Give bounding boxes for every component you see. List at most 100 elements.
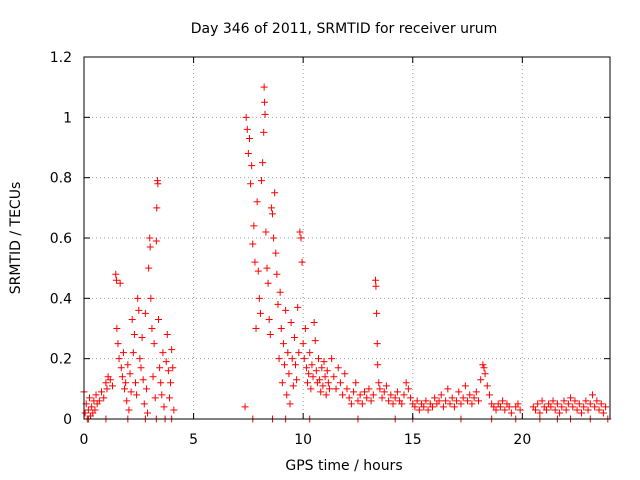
data-point (575, 400, 583, 408)
data-point (385, 397, 393, 405)
data-point (136, 355, 144, 363)
data-point (328, 355, 336, 363)
data-point (422, 397, 430, 405)
data-point (319, 382, 327, 390)
data-point (153, 204, 161, 212)
data-point (534, 400, 542, 408)
data-point (146, 234, 154, 242)
data-point (444, 385, 452, 393)
y-tick-label: 1 (63, 110, 72, 126)
data-point (374, 361, 382, 369)
data-point (245, 134, 253, 142)
data-point (378, 394, 386, 402)
data-point (85, 394, 93, 402)
data-point (389, 400, 397, 408)
data-point (492, 406, 500, 414)
data-point (602, 403, 610, 411)
x-tick-label: 10 (294, 432, 312, 448)
data-point (350, 388, 358, 396)
data-point (363, 394, 371, 402)
y-tick-label: 1.2 (50, 50, 72, 66)
data-point (588, 391, 596, 399)
data-point (472, 388, 480, 396)
data-point (302, 364, 310, 372)
data-point (115, 355, 123, 363)
data-point (468, 400, 476, 408)
data-point (121, 385, 129, 393)
data-point (133, 391, 141, 399)
data-point (164, 367, 172, 375)
data-point (135, 306, 143, 314)
data-point (287, 318, 295, 326)
data-point (407, 394, 415, 402)
data-point (278, 379, 286, 387)
data-point (273, 270, 281, 278)
data-point (466, 391, 474, 399)
data-point (582, 397, 590, 405)
data-point (507, 409, 515, 417)
data-point (516, 406, 524, 414)
data-point (163, 331, 171, 339)
data-point (477, 376, 485, 384)
chart-title: Day 346 of 2011, SRMTID for receiver uru… (191, 21, 498, 37)
data-point (375, 379, 383, 387)
data-point (112, 270, 120, 278)
data-point (142, 385, 150, 393)
data-point (569, 403, 577, 411)
data-point (165, 394, 173, 402)
data-point (571, 397, 579, 405)
data-point (263, 264, 271, 272)
data-point (137, 364, 145, 372)
data-point (496, 403, 504, 411)
data-point (286, 400, 294, 408)
data-point (169, 364, 177, 372)
data-point (138, 334, 146, 342)
data-point (307, 385, 315, 393)
data-point (106, 376, 114, 384)
data-point (382, 382, 390, 390)
data-point (81, 409, 89, 417)
data-point (387, 391, 395, 399)
data-point (514, 400, 522, 408)
data-point (380, 388, 388, 396)
data-point (332, 385, 340, 393)
data-point (450, 403, 458, 411)
data-point (290, 334, 298, 342)
data-point (148, 325, 156, 332)
data-point (124, 361, 132, 369)
data-point (98, 388, 106, 396)
data-point (168, 346, 176, 354)
y-tick-label: 0.6 (50, 231, 72, 247)
data-point (249, 240, 257, 248)
data-point (553, 400, 561, 408)
data-point (354, 397, 362, 405)
data-point (91, 406, 99, 414)
data-point (505, 403, 513, 411)
data-point (442, 397, 450, 405)
data-point (564, 400, 572, 408)
data-point (125, 406, 133, 414)
data-point (156, 364, 164, 372)
plot-frame (83, 56, 611, 420)
data-point (352, 379, 360, 387)
data-point (266, 331, 274, 339)
data-point (542, 406, 550, 414)
data-point (400, 391, 408, 399)
data-point (304, 379, 312, 387)
data-point (261, 98, 269, 106)
data-point (260, 128, 268, 136)
data-point (531, 406, 539, 414)
data-point (258, 177, 266, 185)
y-tick-label: 0.2 (50, 352, 72, 368)
data-point (311, 337, 319, 345)
data-point (242, 113, 250, 121)
data-point (284, 349, 292, 357)
data-point (112, 276, 120, 284)
data-point (556, 409, 564, 417)
data-point (308, 361, 316, 369)
data-point (323, 367, 331, 375)
data-point (102, 379, 110, 387)
data-point (293, 376, 301, 384)
x-tick-label: 5 (189, 432, 198, 448)
